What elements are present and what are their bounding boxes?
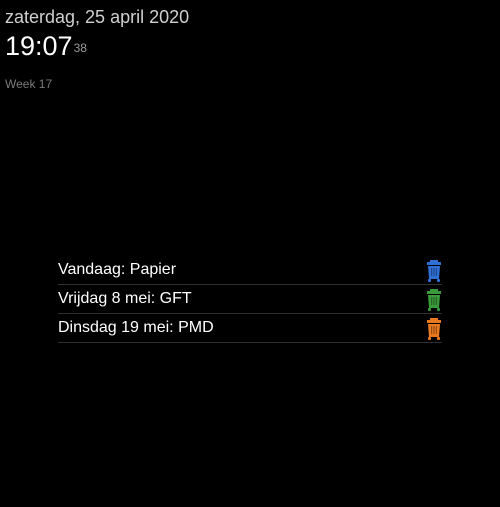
orange-bin-icon <box>427 318 441 340</box>
green-bin-icon <box>427 289 441 311</box>
pickup-row-gft: Vrijdag 8 mei: GFT <box>58 285 442 314</box>
clock-time-row: 19:0738 <box>5 32 189 65</box>
clock-time: 19:07 <box>5 31 73 61</box>
blue-bin-icon <box>427 260 441 282</box>
clock-seconds: 38 <box>73 41 87 55</box>
pickup-row-pmd: Dinsdag 19 mei: PMD <box>58 314 442 343</box>
pickup-label: Dinsdag 19 mei: PMD <box>58 319 214 336</box>
clock-widget: zaterdag, 25 april 2020 19:0738 Week 17 <box>5 6 189 91</box>
clock-date: zaterdag, 25 april 2020 <box>5 7 190 27</box>
clock-week: Week 17 <box>5 77 53 91</box>
pickup-label: Vrijdag 8 mei: GFT <box>58 290 192 307</box>
pickup-row-papier: Vandaag: Papier <box>58 256 442 285</box>
garbage-schedule: Vandaag: Papier Vrijdag 8 mei: GFT <box>58 256 442 343</box>
pickup-label: Vandaag: Papier <box>58 261 177 278</box>
